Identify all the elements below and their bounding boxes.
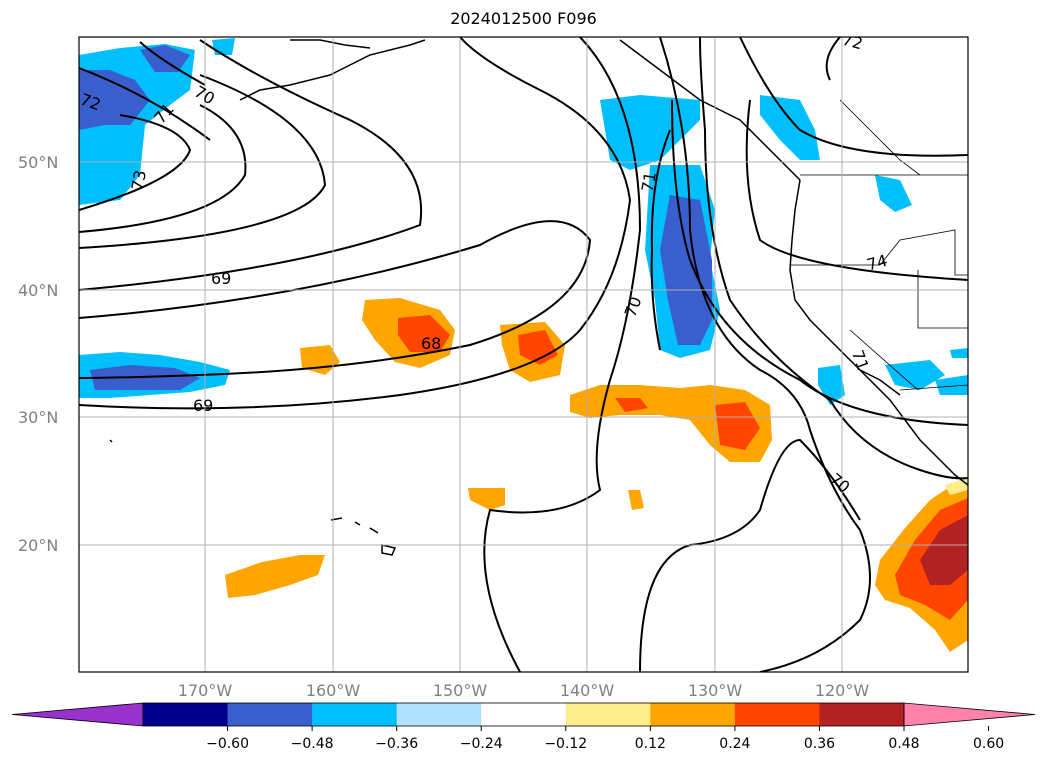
contour-label: 72 xyxy=(840,30,865,54)
map-frame xyxy=(78,36,969,673)
map-title: 2024012500 F096 xyxy=(450,9,597,28)
colorbar-tick-label: −0.60 xyxy=(206,736,249,752)
colorbar-tick-label: 0.60 xyxy=(973,736,1004,752)
colorbar-segment xyxy=(227,703,313,726)
colorbar-segment xyxy=(396,703,482,726)
colorbar-tick-label: −0.48 xyxy=(291,736,334,752)
colorbar-tick-label: 0.48 xyxy=(888,736,919,752)
colorbar-tick-label: 0.36 xyxy=(804,736,835,752)
lat-label: 40°N xyxy=(18,281,58,300)
colorbar-segment xyxy=(650,703,736,726)
colorbar-tick-label: 0.24 xyxy=(719,736,750,752)
graticule xyxy=(79,37,968,672)
colorbar-outline xyxy=(142,702,905,727)
colorbar-tick-label: −0.24 xyxy=(460,736,503,752)
colorbar-segment xyxy=(312,703,398,726)
colorbar-tick-label: −0.36 xyxy=(375,736,418,752)
contour-label-group: 72 71 73 70 69 68 69 70 71 74 72 71 70 xyxy=(79,30,890,497)
colorbar-segment xyxy=(734,703,820,726)
colorbar: −0.60 −0.48 −0.36 −0.24 −0.12 0.12 0.24 0.36 0.4… xyxy=(11,702,1036,752)
lat-label: 30°N xyxy=(18,408,58,427)
colorbar-tick-label: 0.12 xyxy=(635,736,666,752)
lon-label: 140°W xyxy=(560,681,615,700)
contour-label: 69 xyxy=(193,396,213,415)
lat-label: 20°N xyxy=(18,536,58,555)
colorbar-arrow-high xyxy=(903,702,1036,727)
lon-label: 120°W xyxy=(815,681,870,700)
contour-label: 69 xyxy=(211,269,231,288)
colorbar-segment xyxy=(565,703,651,726)
lon-label: 170°W xyxy=(178,681,233,700)
colorbar-segment xyxy=(143,703,229,726)
contour-label: 74 xyxy=(865,251,890,275)
lon-label: 160°W xyxy=(306,681,361,700)
contour-label: 68 xyxy=(421,334,441,353)
height-contours xyxy=(79,37,968,672)
colorbar-tick-label: −0.12 xyxy=(544,736,587,752)
lon-label: 130°W xyxy=(688,681,743,700)
colorbar-segment xyxy=(481,703,567,726)
contour-label: 73 xyxy=(128,169,150,192)
colorbar-arrow-low xyxy=(11,702,144,727)
positive-anomaly-shading xyxy=(225,298,968,652)
colorbar-segment xyxy=(819,703,905,726)
political-borders xyxy=(790,99,968,391)
coastlines xyxy=(109,39,968,556)
lon-label: 150°W xyxy=(433,681,488,700)
contour-label: 71 xyxy=(638,170,660,193)
lat-label: 50°N xyxy=(18,153,58,172)
